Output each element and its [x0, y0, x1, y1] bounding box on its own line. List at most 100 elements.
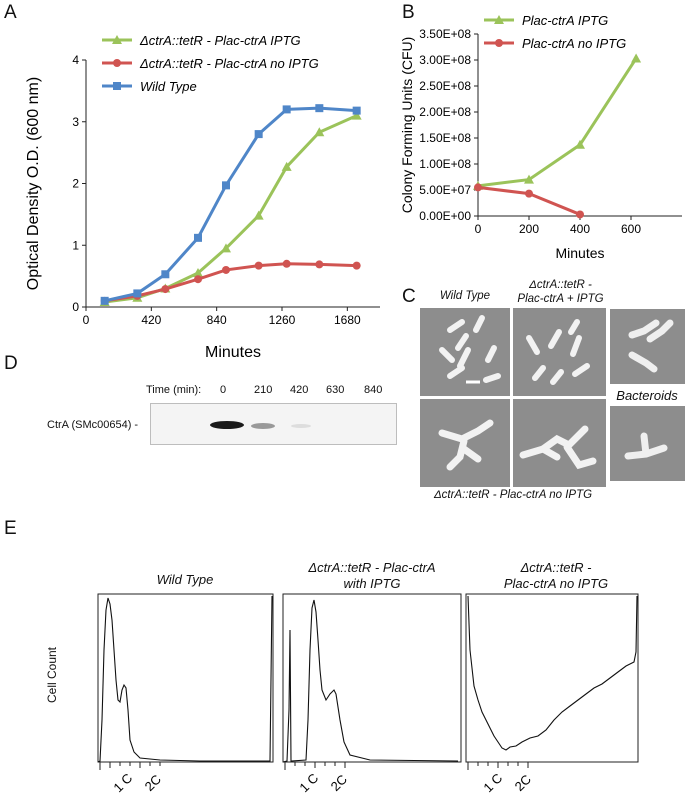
legend-entry: ΔctrA::tetR - Plac-ctrA no IPTG	[139, 56, 319, 71]
x-tick-label: 600	[621, 222, 641, 236]
y-tick-label: 3.00E+08	[419, 53, 471, 67]
time-420: 420	[290, 384, 309, 396]
data-point	[352, 261, 361, 270]
series-line	[104, 106, 357, 303]
panel-label-b: B	[402, 2, 415, 23]
time-840: 840	[364, 384, 383, 396]
blot-membrane	[150, 403, 397, 445]
series-line	[104, 262, 357, 303]
cells-image	[628, 319, 674, 373]
cells-image	[438, 419, 494, 471]
data-point	[575, 139, 585, 149]
x-axis-label: Minutes	[205, 344, 261, 361]
time-label: Time (min):	[146, 384, 202, 396]
panel-label-e: E	[4, 518, 17, 539]
tick-2c-wild: 2C	[142, 772, 164, 794]
data-point	[524, 174, 534, 184]
data-point	[315, 104, 324, 113]
hist-trace-iptg	[282, 599, 459, 763]
panel-label-c: C	[402, 286, 416, 307]
y-axis-label: Colony Forming Units (CFU)	[400, 37, 415, 214]
data-point	[221, 243, 231, 253]
hist-title-noiptg-1: ΔctrA::tetR -	[520, 560, 592, 575]
hist-frame-iptg	[282, 593, 462, 763]
data-point	[193, 268, 203, 278]
hist-title-iptg-2: with IPTG	[343, 576, 401, 591]
tick-1c-noiptg: 1 C	[480, 770, 505, 795]
data-point	[254, 130, 263, 139]
data-point	[525, 189, 533, 198]
tick-2c-iptg: 2C	[328, 772, 350, 794]
legend-entry: Plac-ctrA no IPTG	[522, 36, 626, 51]
data-point	[100, 296, 109, 305]
x-tick-label: 420	[141, 313, 161, 327]
data-point	[352, 106, 361, 115]
y-tick-label: 1	[72, 238, 79, 252]
growth-curve-chart: 0 1 2 3 4 0 420 840 1260 1680 Minutes Optical Densi…	[25, 33, 380, 361]
y-tick-label: 4	[72, 53, 79, 67]
micrograph-wild-type	[420, 308, 510, 396]
hist-frame-noiptg	[465, 593, 639, 763]
hist-title-iptg-1: ΔctrA::tetR - Plac-ctrA	[308, 560, 436, 575]
data-point	[133, 289, 142, 298]
x-tick-label: 200	[519, 222, 539, 236]
data-point	[282, 105, 291, 114]
data-point	[576, 210, 584, 219]
time-0: 0	[220, 384, 227, 396]
data-point	[161, 285, 170, 294]
time-630: 630	[326, 384, 345, 396]
x-tick-label: 400	[570, 222, 590, 236]
legend-marker	[113, 59, 121, 67]
x-axis-label: Minutes	[555, 245, 604, 261]
cells-image	[526, 319, 590, 385]
band-label: CtrA (SMc00654) -	[47, 419, 139, 431]
x-tick-label: 1680	[334, 313, 361, 327]
cells-image	[624, 432, 668, 460]
data-point	[254, 261, 263, 270]
y-tick-label: 0	[72, 300, 79, 314]
data-point	[314, 127, 325, 137]
panel-label-d: D	[4, 353, 18, 374]
hist-trace-noiptg	[467, 595, 638, 751]
micrograph-no-iptg-1	[420, 399, 510, 487]
data-point	[161, 270, 170, 279]
x-tick-label: 840	[207, 313, 227, 327]
hist-trace-wild	[97, 595, 273, 763]
legend-marker	[494, 15, 504, 24]
tick-1c-iptg: 1 C	[296, 770, 321, 795]
y-tick-label: 2	[72, 177, 79, 191]
hist-title-noiptg-2: Plac-ctrA no IPTG	[503, 576, 609, 591]
data-point	[474, 183, 482, 192]
data-point	[282, 259, 291, 268]
band-420	[291, 424, 311, 428]
legend-entry: Plac-ctrA IPTG	[522, 13, 608, 28]
data-point	[315, 260, 324, 269]
data-point	[222, 265, 230, 274]
tick-2c-noiptg: 2C	[512, 772, 534, 794]
caption-bacteroids: Bacteroids	[616, 388, 678, 403]
y-tick-label: 1.00E+08	[419, 157, 471, 171]
micrograph-no-iptg-2	[513, 399, 606, 487]
time-210: 210	[254, 384, 273, 396]
legend-marker	[495, 39, 503, 47]
data-point	[351, 110, 362, 120]
cells-image	[519, 425, 597, 470]
data-point	[253, 210, 264, 220]
data-point	[194, 275, 202, 284]
legend-marker	[113, 82, 121, 90]
band-210	[251, 423, 275, 429]
cells-image	[439, 315, 501, 384]
micrograph-bacteroids-2	[610, 406, 685, 481]
caption-no-iptg: ΔctrA::tetR - Plac-ctrA no IPTG	[433, 489, 593, 501]
y-tick-label: 3.50E+08	[419, 27, 471, 41]
tick-1c-wild: 1 C	[110, 770, 135, 795]
y-tick-label: 2.00E+08	[419, 105, 471, 119]
y-tick-label: 1.50E+08	[419, 131, 471, 145]
histograms-svg: 1 C 2C 1 C 2C 1 C 2C	[97, 593, 639, 795]
hist-ticks	[99, 762, 529, 770]
y-tick-label: 2.50E+08	[419, 79, 471, 93]
cfu-chart: 0.00E+00 5.00E+07 1.00E+08 1.50E+08 2.00E+08…	[400, 13, 682, 261]
y-tick-label: 0.00E+00	[419, 209, 471, 223]
legend-marker	[112, 35, 122, 44]
micrograph-iptg	[513, 308, 606, 396]
